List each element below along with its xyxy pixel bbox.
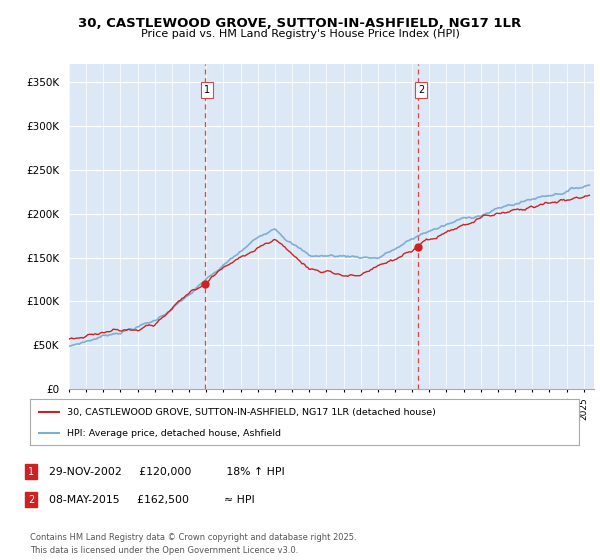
Text: Price paid vs. HM Land Registry's House Price Index (HPI): Price paid vs. HM Land Registry's House … (140, 29, 460, 39)
Text: 29-NOV-2002     £120,000          18% ↑ HPI: 29-NOV-2002 £120,000 18% ↑ HPI (49, 466, 285, 477)
Text: 2: 2 (418, 85, 424, 95)
Text: 1: 1 (205, 85, 211, 95)
Text: 08-MAY-2015     £162,500          ≈ HPI: 08-MAY-2015 £162,500 ≈ HPI (49, 494, 255, 505)
Text: HPI: Average price, detached house, Ashfield: HPI: Average price, detached house, Ashf… (67, 429, 281, 438)
Text: 2: 2 (28, 494, 34, 505)
Text: Contains HM Land Registry data © Crown copyright and database right 2025.
This d: Contains HM Land Registry data © Crown c… (30, 533, 356, 554)
Text: 30, CASTLEWOOD GROVE, SUTTON-IN-ASHFIELD, NG17 1LR: 30, CASTLEWOOD GROVE, SUTTON-IN-ASHFIELD… (79, 17, 521, 30)
Text: 30, CASTLEWOOD GROVE, SUTTON-IN-ASHFIELD, NG17 1LR (detached house): 30, CASTLEWOOD GROVE, SUTTON-IN-ASHFIELD… (67, 408, 436, 417)
Text: 1: 1 (28, 466, 34, 477)
